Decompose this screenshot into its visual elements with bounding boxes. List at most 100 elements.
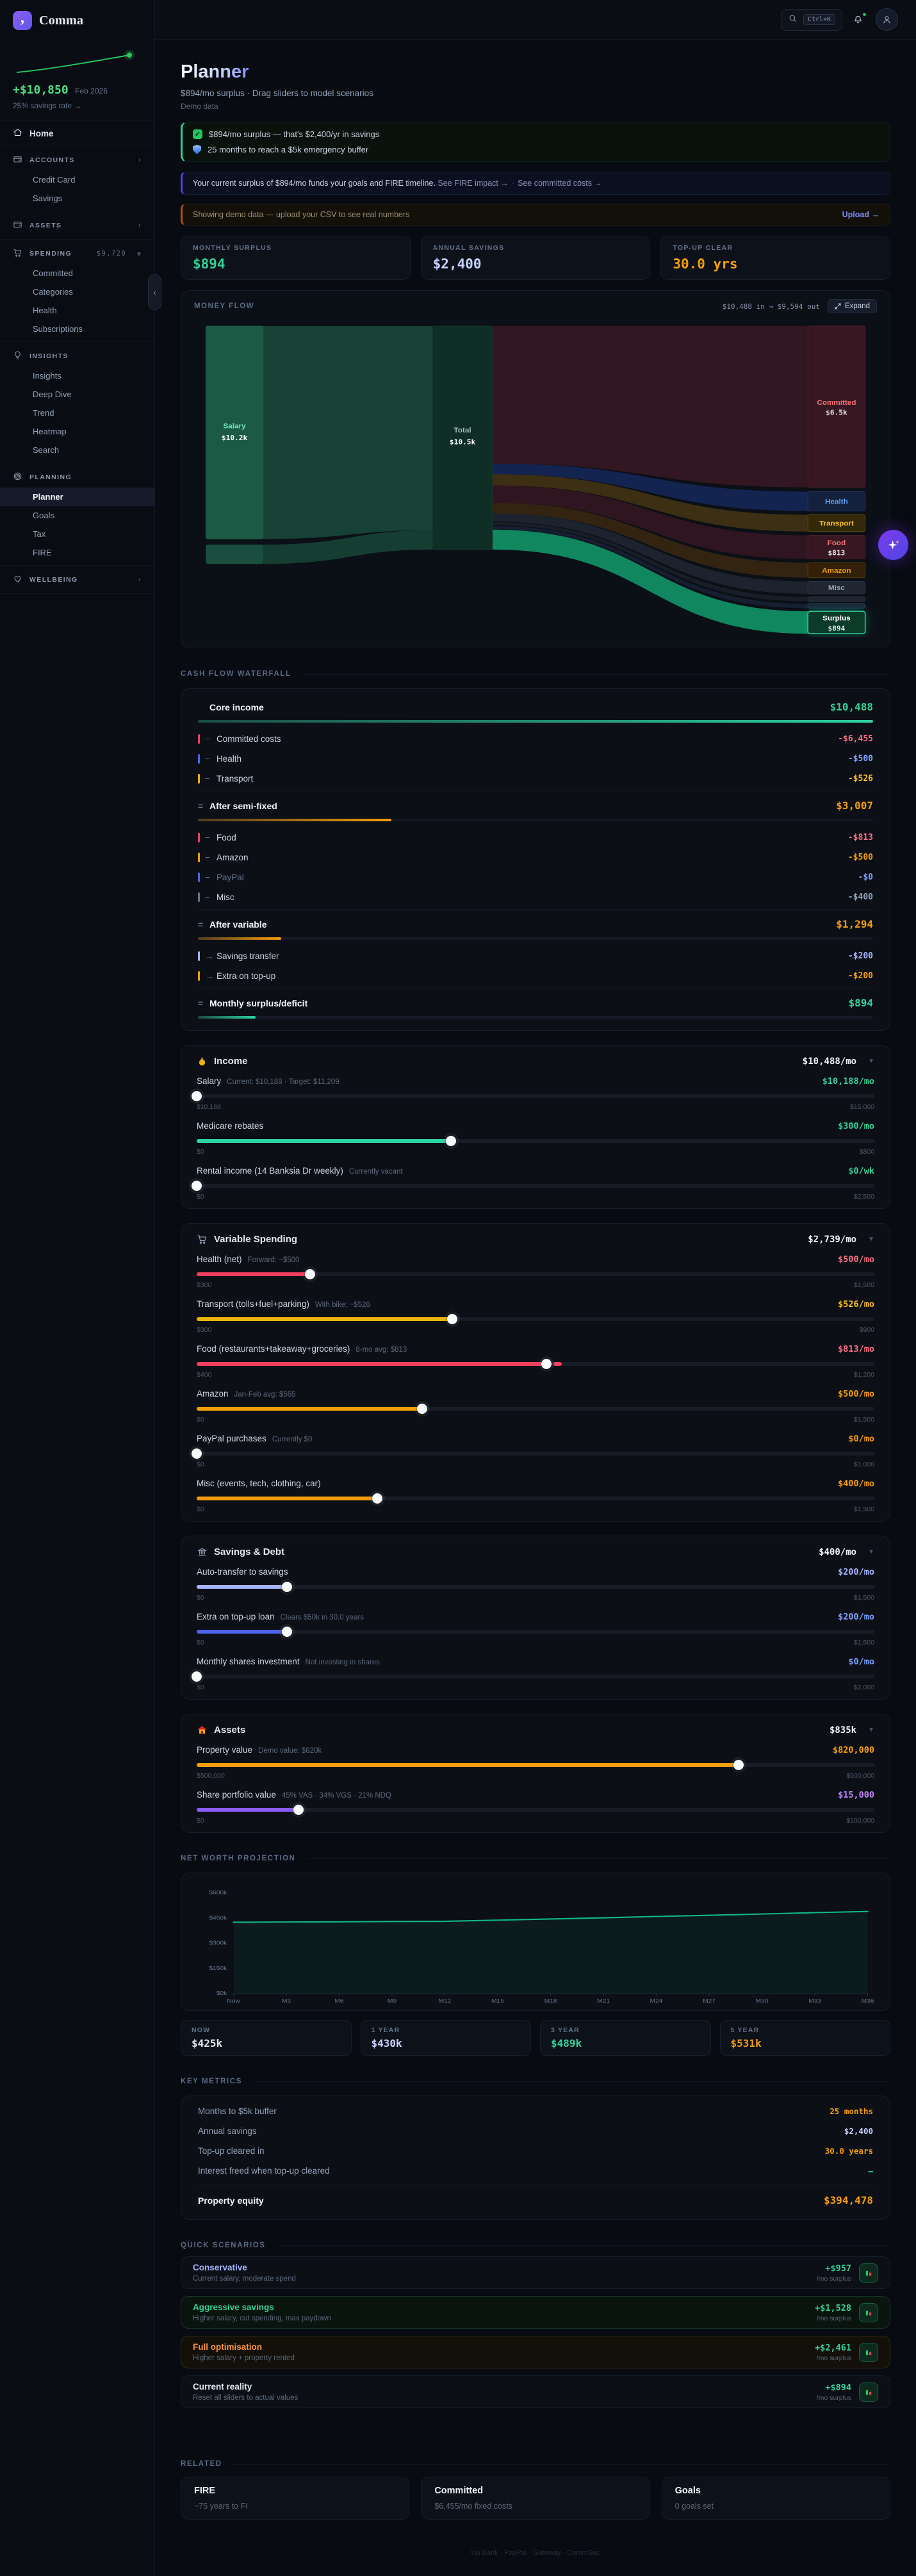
sidebar-item-committed[interactable]: Committed [33,268,73,278]
slider-track[interactable] [192,1671,874,1682]
sidebar-section-accounts[interactable]: ACCOUNTS › [0,148,154,170]
collapse-chevron-icon[interactable]: ▼ [868,1058,874,1065]
waterfall-row-after-variable: = After variable $1,294 [198,909,873,935]
section-total: $400/mo [819,1546,857,1557]
slider-handle[interactable] [372,1493,383,1504]
slider-handle[interactable] [281,1582,292,1592]
sidebar-item-categories[interactable]: Categories [33,287,73,297]
sidebar-section-wellbeing[interactable]: WELLBEING › [0,568,154,590]
slider-handle[interactable] [192,1091,202,1101]
slider-track[interactable] [197,1269,874,1279]
slider-handle[interactable] [417,1404,428,1414]
related-card-fire[interactable]: FIRE ~75 years to FI [181,2477,410,2520]
ai-assistant-button[interactable] [878,530,908,560]
sidebar-group-insights: INSIGHTS Insights Deep Dive Trend Heatmap Se… [0,341,154,463]
sidebar-item-heatmap[interactable]: Heatmap [33,427,67,436]
sidebar-item-credit-card[interactable]: Credit Card [33,175,76,185]
sidebar-section-planning[interactable]: PLANNING [0,465,154,488]
slider-handle[interactable] [446,1314,457,1324]
apply-scenario-button[interactable] [859,2382,878,2402]
row-value: -$6,455 [838,734,873,744]
savings-rate-link[interactable]: 25% savings rate → [13,101,82,110]
apply-scenario-button[interactable] [859,2342,878,2362]
apply-scenario-button[interactable] [859,2263,878,2283]
slider-track[interactable] [197,1805,874,1815]
slider-track[interactable] [192,1091,874,1101]
slider-track[interactable] [197,1627,874,1637]
sidebar-item-health[interactable]: Health [33,306,57,315]
scenario-current-reality[interactable]: Current reality Reset all sliders to act… [181,2375,890,2408]
row-label: Transport [217,774,254,783]
scenario-title: Conservative [193,2263,247,2272]
slider-track[interactable] [197,1359,874,1369]
slider-max: $1,500 [853,1281,874,1289]
slider-row-property-value: Property value Demo value: $820k $820,000… [197,1739,874,1784]
sidebar-item-fire[interactable]: FIRE [33,548,52,557]
slider-track[interactable] [192,1448,874,1459]
slider-handle[interactable] [541,1359,552,1369]
sidebar-item-subscriptions[interactable]: Subscriptions [33,324,83,334]
slider-handle[interactable] [192,1448,202,1459]
slider-track[interactable] [197,1493,874,1504]
slider-handle[interactable] [293,1805,304,1815]
slider-max: $15,000 [850,1103,874,1111]
scenario-conservative[interactable]: Conservative Current salary, moderate sp… [181,2256,890,2289]
slider-handle[interactable] [192,1671,202,1682]
slider-note: 45% VAS · 34% VGS · 21% NDQ [281,1792,391,1800]
sidebar-section-assets[interactable]: ASSETS › [0,213,154,236]
scenario-aggressive-savings[interactable]: Aggressive savings Higher salary, cut sp… [181,2296,890,2329]
slider-note: Currently vacant [348,1168,403,1176]
expand-button[interactable]: Expand [827,299,877,313]
sidebar-item-home[interactable]: Home [0,121,154,145]
stat-label: TOP-UP CLEAR [673,244,733,252]
search-button[interactable]: Ctrl+K [780,8,842,31]
sidebar-item-goals[interactable]: Goals [33,511,54,520]
slider-track[interactable] [197,1314,874,1324]
slider-max: $100,000 [846,1817,874,1825]
sidebar-collapse-button[interactable]: ‹ [148,274,161,310]
related-card-committed[interactable]: Committed $6,455/mo fixed costs [421,2477,650,2520]
slider-handle[interactable] [304,1269,315,1279]
slider-sections: Income $10,488/mo ▼ Salary Current: $10,1… [181,1045,890,1833]
app-logo-row[interactable]: , Comma [0,0,154,40]
committed-costs-link[interactable]: See committed costs → [518,179,603,188]
waterfall-bar [198,1016,873,1019]
slider-track[interactable] [197,1760,874,1770]
fire-impact-link[interactable]: See FIRE impact → [438,179,509,188]
slider-min: $400 [197,1371,212,1379]
apply-scenario-button[interactable] [859,2302,878,2322]
sidebar-item-search[interactable]: Search [33,445,60,455]
sidebar-item-trend[interactable]: Trend [33,408,54,418]
notifications-button[interactable] [852,12,867,27]
slider-track[interactable] [197,1404,874,1414]
slider-row-medicare-rebates: Medicare rebates $300/mo $0 $800 [197,1115,874,1160]
slider-track[interactable] [197,1582,874,1592]
sidebar-item-insights[interactable]: Insights [33,371,61,381]
sidebar-section-spending[interactable]: SPENDING $9,720 ▾ [0,242,154,264]
slider-handle[interactable] [445,1136,456,1146]
slider-track[interactable] [192,1181,874,1191]
sidebar-item-deep-dive[interactable]: Deep Dive [33,390,72,399]
upload-link[interactable]: Upload → [842,210,879,219]
sidebar-item-planner[interactable]: Planner [0,488,154,506]
slider-handle[interactable] [733,1760,744,1770]
search-shortcut: Ctrl+K [803,14,835,25]
scenario-full-optimisation[interactable]: Full optimisation Higher salary + proper… [181,2336,890,2368]
wallet-icon [13,154,22,166]
sidebar-item-tax[interactable]: Tax [33,529,46,539]
sidebar-section-insights[interactable]: INSIGHTS [0,344,154,366]
slider-handle[interactable] [192,1181,202,1191]
svg-text:$0k: $0k [217,1990,227,1996]
slider-label: Monthly shares investment Not investing i… [197,1657,380,1666]
slider-min: $0 [197,1148,204,1156]
sidebar-item-savings[interactable]: Savings [33,193,63,203]
collapse-chevron-icon[interactable]: ▼ [868,1236,874,1243]
scenario-title: Aggressive savings [193,2302,274,2312]
avatar[interactable] [876,8,898,31]
collapse-chevron-icon[interactable]: ▼ [868,1548,874,1555]
row-value: -$200 [847,951,873,961]
related-card-goals[interactable]: Goals 0 goals set [661,2477,890,2520]
slider-track[interactable] [197,1136,874,1146]
collapse-chevron-icon[interactable]: ▼ [868,1727,874,1734]
slider-handle[interactable] [281,1627,292,1637]
